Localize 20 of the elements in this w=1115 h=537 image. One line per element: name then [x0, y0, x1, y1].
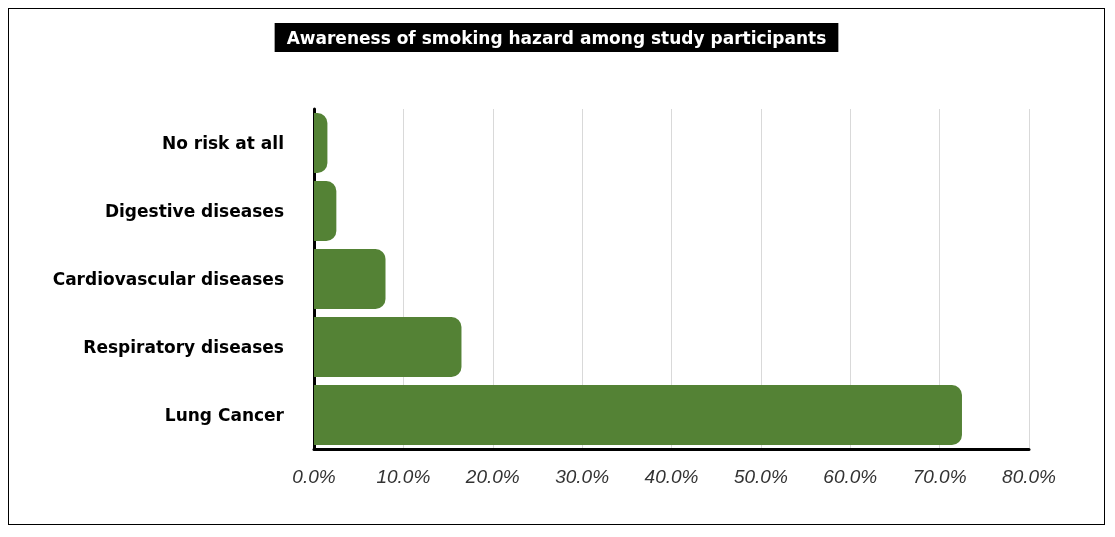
y-tick-label: Cardiovascular diseases — [52, 269, 284, 289]
bar — [314, 317, 462, 377]
bar — [314, 385, 962, 445]
x-tick-label: 40.0% — [644, 466, 699, 487]
x-tick-label: 80.0% — [1002, 466, 1057, 487]
chart-title: Awareness of smoking hazard among study participants — [286, 27, 827, 48]
bar — [314, 181, 337, 241]
bar — [314, 249, 386, 309]
y-tick-label: Respiratory diseases — [83, 337, 284, 357]
x-tick-label: 20.0% — [464, 466, 520, 487]
x-tick-label: 60.0% — [823, 466, 878, 487]
bar — [314, 113, 328, 173]
y-tick-label: No risk at all — [161, 133, 284, 153]
x-tick-label: 10.0% — [376, 466, 431, 487]
y-tick-label: Digestive diseases — [104, 201, 284, 221]
y-tick-label: Lung Cancer — [164, 405, 285, 425]
x-tick-label: 50.0% — [733, 466, 788, 487]
x-tick-label: 0.0% — [292, 466, 336, 487]
x-tick-label: 30.0% — [555, 466, 610, 487]
x-tick-label: 70.0% — [912, 466, 967, 487]
